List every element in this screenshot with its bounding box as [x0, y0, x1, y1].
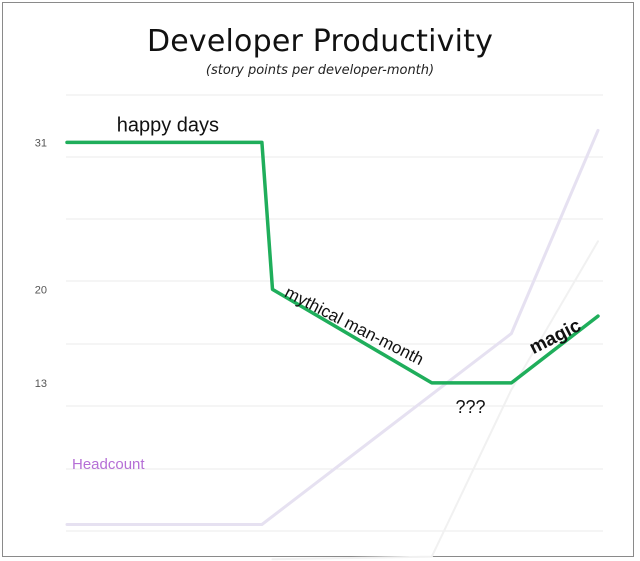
annotation-magic: magic — [526, 315, 585, 359]
productivity-line — [65, 140, 600, 385]
headcount-label: Headcount — [72, 456, 145, 473]
headcount-line — [65, 128, 600, 526]
annotation-happy: happy days — [117, 115, 219, 137]
y-tick-label-0: 31 — [35, 137, 47, 149]
y-tick-label-2: 13 — [35, 378, 47, 390]
y-tick-label-1: 20 — [35, 284, 47, 296]
chart-subtitle: (story points per developer-month) — [205, 63, 435, 78]
annotation-mythical: mythical man-month — [282, 283, 427, 369]
faint-line — [271, 240, 599, 561]
annotation-qqq: ??? — [456, 397, 486, 417]
chart-title: Developer Productivity — [146, 24, 494, 59]
